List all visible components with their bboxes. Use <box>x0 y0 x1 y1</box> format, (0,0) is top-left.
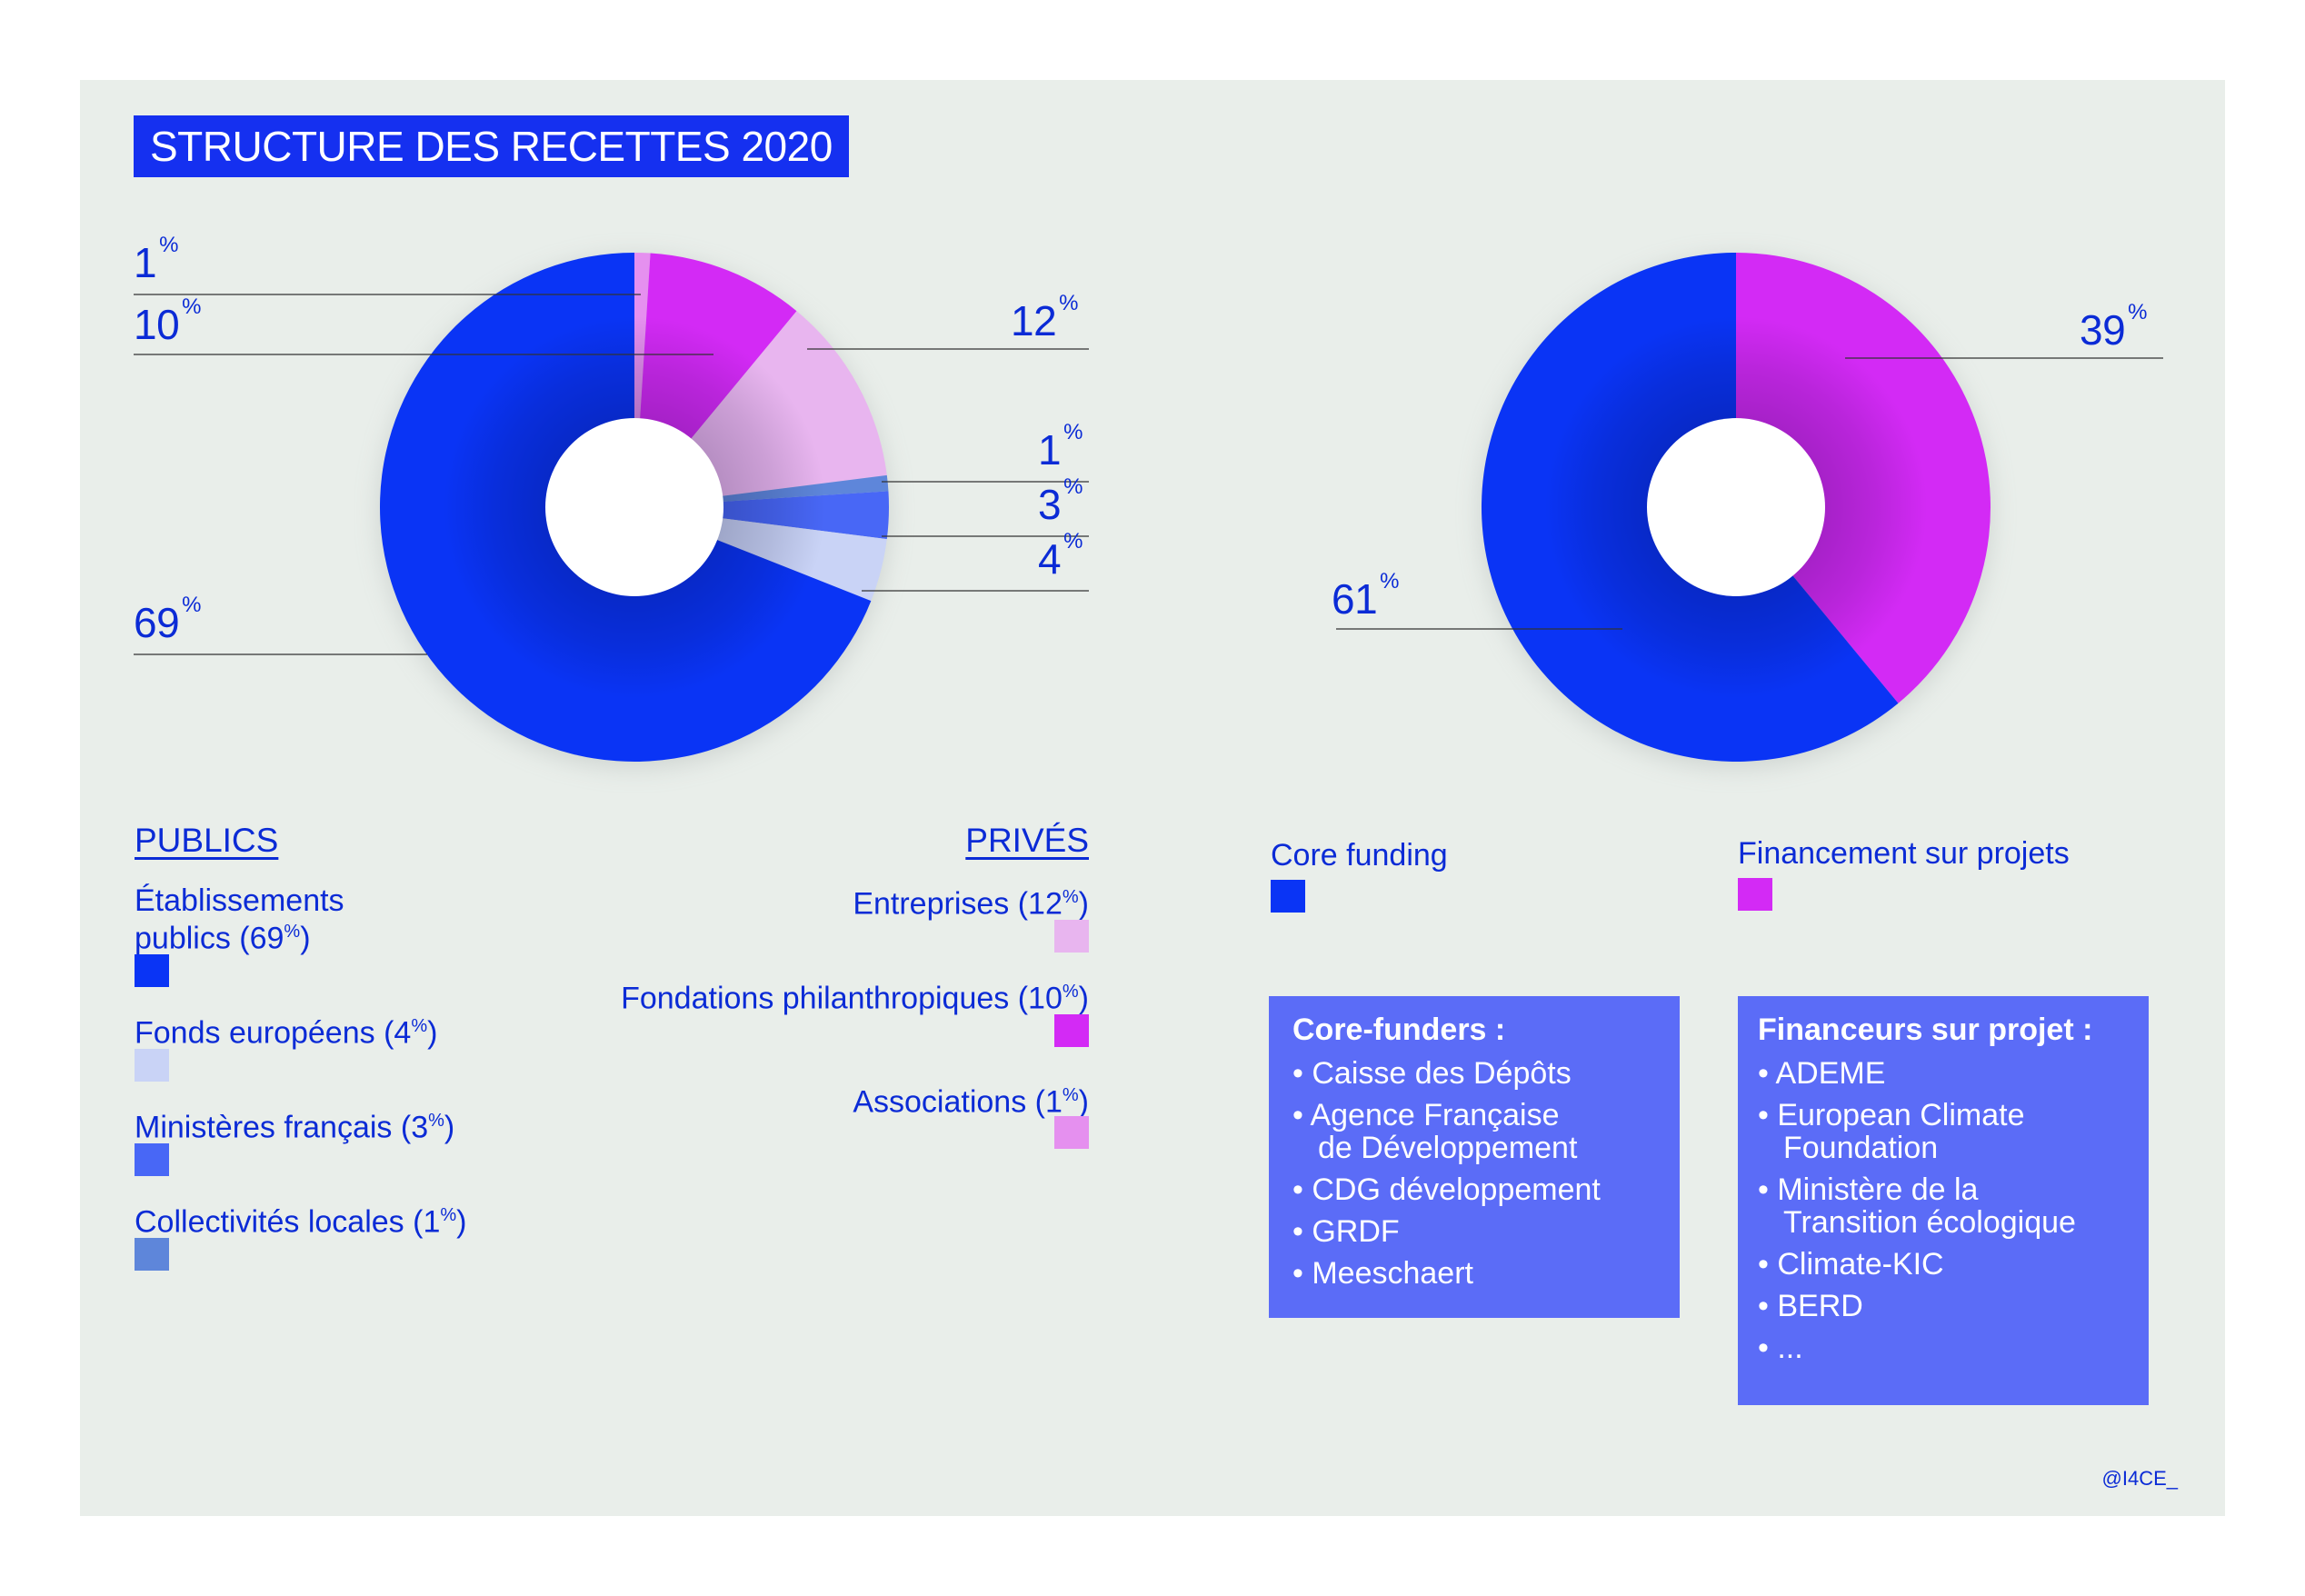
financeur-item: • Ministère de la Transition écologique <box>1758 1172 2076 1240</box>
legend-label-fondations: Fondations philanthropiques (10%) <box>621 981 1089 1016</box>
legend-swatch-etablissements <box>135 954 169 987</box>
legend-label-ministeres: Ministères français (3%) <box>135 1110 455 1145</box>
core-funder-item: • Meeschaert <box>1292 1256 1473 1291</box>
legend-swatch-ministeres <box>135 1143 169 1176</box>
data-label-core: 61% <box>1332 569 1400 623</box>
legend-swatch-associations <box>1054 1116 1089 1149</box>
data-label-ministeres: 3% <box>1038 474 1083 528</box>
donut-chart-left <box>380 253 889 767</box>
core-funders-box: Core-funders : • Caisse des Dépôts • Age… <box>1269 996 1680 1318</box>
legend-label-fonds-europeens: Fonds européens (4%) <box>135 1015 438 1051</box>
legend-swatch-core-funding <box>1271 880 1305 913</box>
legend-swatch-fondations <box>1054 1014 1089 1047</box>
core-funder-item: • GRDF <box>1292 1214 1400 1249</box>
financeurs-box: Financeurs sur projet : • ADEME • Europe… <box>1738 996 2149 1405</box>
legend-swatch-fonds-europeens <box>135 1049 169 1082</box>
credit-handle: @I4CE_ <box>2101 1467 2178 1490</box>
data-label-fondations: 10% <box>134 294 202 348</box>
legend-label-entreprises: Entreprises (12%) <box>853 886 1089 922</box>
financeur-item: • BERD <box>1758 1289 1863 1323</box>
financeur-item: • ADEME <box>1758 1056 1886 1091</box>
core-funder-item: • Agence Française de Développement <box>1292 1098 1578 1165</box>
financeur-item: • ... <box>1758 1331 1803 1365</box>
financeur-item: • Climate-KIC <box>1758 1247 1944 1282</box>
legend-header-prives: PRIVÉS <box>965 822 1089 859</box>
legend-swatch-financement-projets <box>1738 878 1772 911</box>
financeur-item: • European Climate Foundation <box>1758 1098 2025 1165</box>
legend-swatch-entreprises <box>1054 920 1089 953</box>
leader-lines <box>134 294 2163 655</box>
data-label-collectivites: 1% <box>1038 420 1083 474</box>
legend-label-collectivites: Collectivités locales (1%) <box>135 1204 467 1240</box>
page-title: STRUCTURE DES RECETTES 2020 <box>134 115 849 177</box>
data-label-etablissements: 69% <box>134 593 202 646</box>
data-label-associations: 1% <box>134 233 178 286</box>
donut-hole <box>545 418 723 596</box>
core-funder-item: • Caisse des Dépôts <box>1292 1056 1572 1091</box>
core-funders-header: Core-funders : <box>1292 1012 1506 1047</box>
legend-label-core-funding: Core funding <box>1271 838 1448 873</box>
legend-swatch-collectivites <box>135 1238 169 1271</box>
financeurs-header: Financeurs sur projet : <box>1758 1012 2093 1047</box>
donut-hole <box>1647 418 1825 596</box>
donut-chart-right <box>1482 253 1991 767</box>
data-label-entreprises: 12% <box>1011 291 1079 344</box>
core-funder-item: • CDG développement <box>1292 1172 1601 1207</box>
data-label-projets: 39% <box>2080 300 2148 354</box>
legend-label-associations: Associations (1%) <box>853 1084 1089 1120</box>
legend-label-financement-projets: Financement sur projets <box>1738 836 2070 871</box>
legend-label-etablissements: Établissements publics (69%) <box>135 883 344 956</box>
data-label-fonds-europeens: 4% <box>1038 529 1083 583</box>
legend-header-publics: PUBLICS <box>135 822 279 859</box>
